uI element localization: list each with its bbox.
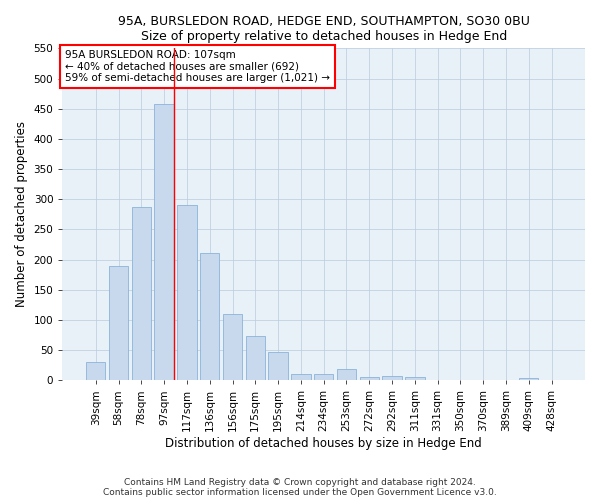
Bar	[109, 266, 128, 380]
Bar	[131, 207, 151, 380]
Bar	[200, 253, 220, 380]
Bar	[337, 370, 356, 380]
Text: Contains HM Land Registry data © Crown copyright and database right 2024.
Contai: Contains HM Land Registry data © Crown c…	[103, 478, 497, 497]
Bar	[154, 104, 174, 380]
Bar	[245, 336, 265, 380]
Bar	[519, 378, 538, 380]
Bar	[177, 204, 197, 380]
Title: 95A, BURSLEDON ROAD, HEDGE END, SOUTHAMPTON, SO30 0BU
Size of property relative : 95A, BURSLEDON ROAD, HEDGE END, SOUTHAMP…	[118, 15, 530, 43]
Bar	[314, 374, 334, 380]
Bar	[359, 378, 379, 380]
Text: 95A BURSLEDON ROAD: 107sqm
← 40% of detached houses are smaller (692)
59% of sem: 95A BURSLEDON ROAD: 107sqm ← 40% of deta…	[65, 50, 330, 83]
Bar	[382, 376, 402, 380]
Bar	[223, 314, 242, 380]
Y-axis label: Number of detached properties: Number of detached properties	[15, 122, 28, 308]
Bar	[291, 374, 311, 380]
Bar	[268, 352, 288, 380]
Bar	[86, 362, 106, 380]
X-axis label: Distribution of detached houses by size in Hedge End: Distribution of detached houses by size …	[165, 437, 482, 450]
Bar	[405, 378, 425, 380]
